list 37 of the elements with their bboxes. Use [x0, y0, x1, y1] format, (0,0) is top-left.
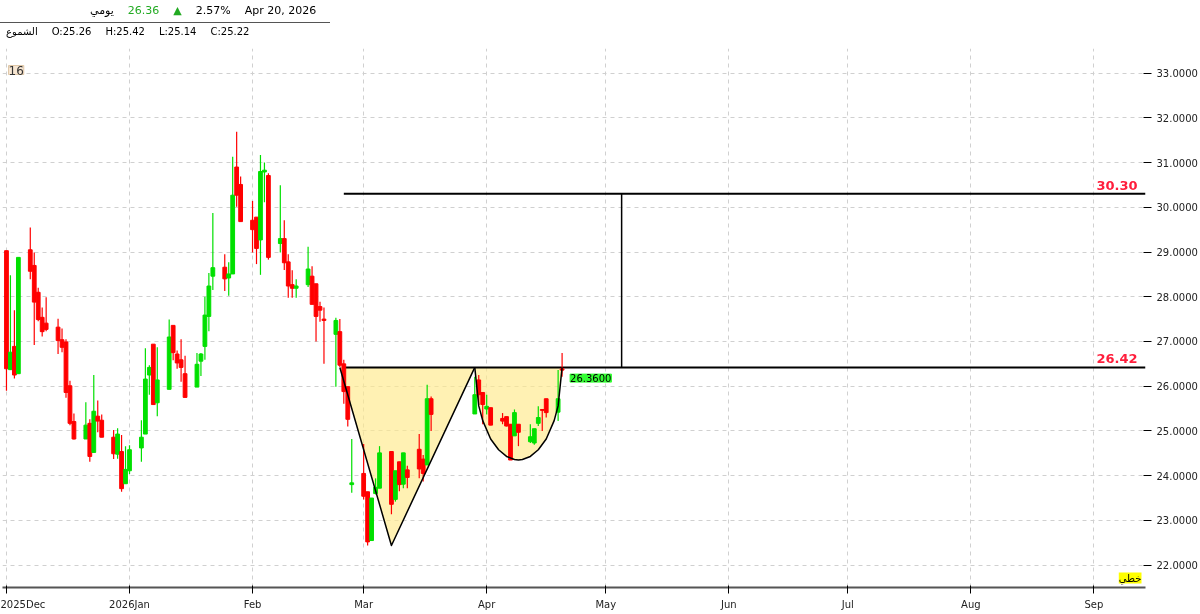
y-tick-label: 25.0000	[1156, 425, 1198, 437]
x-tick-label: Aug	[961, 598, 981, 610]
ref-line-label: 30.30	[1096, 177, 1138, 193]
text: الشموع	[6, 25, 38, 40]
text: 26.36	[127, 3, 160, 19]
y-tick-label: 29.0000	[1156, 247, 1198, 259]
y-tick-label: 23.0000	[1156, 515, 1198, 527]
y-tick-label: 33.0000	[1156, 68, 1198, 80]
x-tick-label: 2026Jan	[109, 598, 150, 610]
text: C:25.22	[210, 25, 250, 39]
annotation: 16	[8, 63, 24, 78]
annotation: خطي	[1118, 572, 1142, 585]
ref-line-label: 26.42	[1096, 351, 1138, 367]
y-tick-label: 32.0000	[1156, 112, 1198, 124]
annotation: 26.3600	[570, 373, 612, 385]
text: L:25.14	[158, 25, 197, 39]
y-tick-label: 30.0000	[1156, 202, 1198, 214]
x-tick-label: Mar	[354, 598, 374, 610]
x-tick-label: 2025Dec	[0, 598, 46, 610]
y-tick-label: 27.0000	[1156, 336, 1198, 348]
y-tick-label: 26.0000	[1156, 381, 1198, 393]
y-tick-label: 24.0000	[1156, 470, 1198, 482]
text: Apr 20, 2026	[244, 3, 317, 19]
y-tick-label: 31.0000	[1156, 157, 1198, 169]
x-tick-label: Feb	[243, 598, 262, 610]
y-tick-label: 28.0000	[1156, 291, 1198, 303]
text: يومي	[90, 3, 114, 19]
x-tick-label: Jul	[840, 598, 854, 610]
text: H:25.42	[105, 25, 145, 39]
text: ▲	[173, 3, 182, 19]
x-tick-label: Jun	[719, 598, 737, 610]
y-tick-label: 22.0000	[1156, 560, 1198, 572]
text: 2.57%	[195, 3, 231, 19]
x-tick-label: Sep	[1084, 598, 1104, 610]
x-tick-label: May	[595, 598, 617, 610]
x-tick-label: Apr	[478, 598, 497, 610]
text: O:25.26	[51, 25, 92, 39]
